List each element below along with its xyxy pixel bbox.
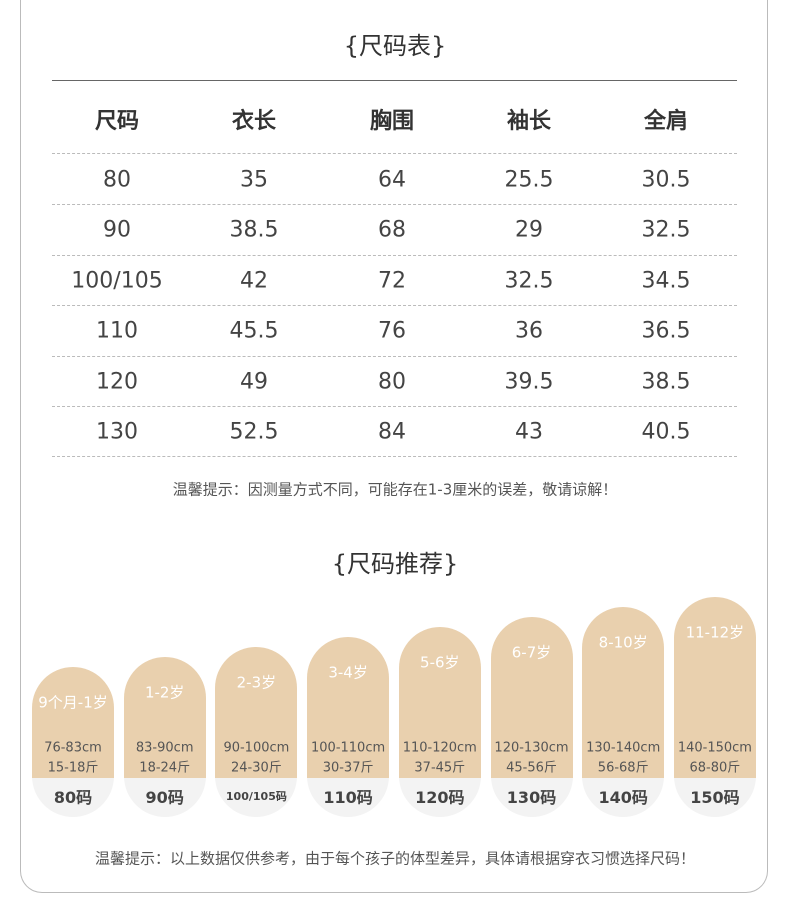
row-divider: [52, 456, 737, 457]
card-pill: [673, 597, 756, 778]
card-weight: 24-30斤: [231, 760, 282, 776]
table-cell: 80: [378, 369, 406, 395]
table-cell: 84: [378, 419, 406, 445]
table-cell: 120: [96, 369, 138, 395]
card-age: 8-10岁: [598, 633, 648, 652]
table-note: 温馨提示：因测量方式不同，可能存在1-3厘米的误差，敬请谅解！: [172, 480, 618, 499]
row-divider: [52, 255, 737, 256]
card-size: 90码: [145, 788, 184, 807]
table-cell: 43: [515, 419, 543, 445]
card-size: 130码: [506, 788, 557, 807]
row-divider: [52, 153, 737, 154]
card-age: 11-12岁: [685, 623, 745, 642]
table-cell: 68: [378, 217, 406, 243]
header-cell: 衣长: [231, 109, 276, 134]
table-cell: 36.5: [641, 318, 691, 344]
table-cell: 110: [96, 318, 138, 344]
table-cell: 32.5: [641, 217, 691, 243]
card-weight: 15-18斤: [47, 760, 99, 776]
card-weight: 68-80斤: [689, 760, 741, 776]
card-size: 110码: [323, 788, 373, 807]
card-weight: 45-56斤: [506, 760, 557, 776]
row-divider: [52, 356, 737, 357]
header-cell: 全肩: [643, 109, 688, 134]
table-rule: [52, 80, 737, 81]
card-age: 1-2岁: [144, 683, 185, 702]
card-height: 110-120cm: [402, 740, 477, 756]
table-cell: 100/105: [71, 268, 163, 294]
table-cell: 45.5: [229, 318, 279, 344]
card-size: 100/105码: [225, 790, 287, 803]
card-pill: [398, 627, 481, 778]
card-age: 3-4岁: [328, 663, 368, 682]
card-weight: 30-37斤: [322, 760, 374, 776]
header-cell: 尺码: [94, 109, 139, 134]
card-weight: 18-24斤: [139, 760, 191, 776]
table-cell: 76: [378, 318, 406, 344]
card-pill: [582, 607, 665, 778]
header-cell: 袖长: [506, 109, 551, 134]
table-cell: 32.5: [504, 268, 554, 294]
row-divider: [52, 305, 737, 306]
card-age: 5-6岁: [420, 653, 460, 672]
card-age: 9个月-1岁: [38, 693, 108, 712]
table-cell: 29: [515, 217, 543, 243]
card-weight: 37-45斤: [414, 760, 466, 776]
table-cell: 52.5: [229, 419, 279, 445]
card-height: 83-90cm: [135, 740, 194, 756]
header-cell: 胸围: [369, 109, 414, 134]
row-divider: [52, 406, 737, 407]
card-pill: [215, 647, 298, 778]
table-cell: 49: [240, 369, 268, 395]
card-pill: [490, 617, 573, 778]
card-height: 100-110cm: [311, 740, 386, 756]
table-cell: 25.5: [504, 167, 554, 193]
table-cell: 35: [240, 167, 268, 193]
card-size: 150码: [690, 788, 740, 807]
card-pill: [123, 657, 206, 778]
table-cell: 90: [103, 217, 131, 243]
card-pill: [32, 667, 114, 778]
table-cell: 38.5: [641, 369, 691, 395]
recommend-title: {尺码推荐}: [331, 550, 459, 578]
card-pill: [307, 637, 390, 778]
table-cell: 38.5: [229, 217, 279, 243]
card-size: 120码: [415, 788, 465, 807]
card-height: 130-140cm: [586, 740, 661, 756]
card-height: 140-150cm: [677, 740, 752, 756]
table-cell: 39.5: [504, 369, 554, 395]
row-divider: [52, 204, 737, 205]
card-size: 80码: [53, 788, 93, 807]
table-cell: 64: [378, 167, 406, 193]
recommend-note: 温馨提示：以上数据仅供参考，由于每个孩子的体型差异，具体请根据穿衣习惯选择尺码！: [94, 849, 695, 868]
card-height: 90-100cm: [223, 740, 290, 756]
card-age: 6-7岁: [511, 643, 552, 662]
table-cell: 42: [240, 268, 268, 294]
table-title: {尺码表}: [343, 32, 447, 60]
card-weight: 56-68斤: [597, 760, 649, 776]
table-cell: 80: [103, 167, 131, 193]
table-cell: 72: [378, 268, 406, 294]
card-size: 140码: [598, 788, 648, 807]
frame: [20, 0, 768, 893]
table-cell: 36: [515, 318, 543, 344]
table-cell: 130: [96, 419, 138, 445]
table-cell: 30.5: [641, 167, 691, 193]
table-cell: 34.5: [641, 268, 691, 294]
card-height: 120-130cm: [494, 740, 569, 756]
card-height: 76-83cm: [44, 740, 102, 756]
table-cell: 40.5: [641, 419, 691, 445]
card-age: 2-3岁: [236, 673, 277, 692]
